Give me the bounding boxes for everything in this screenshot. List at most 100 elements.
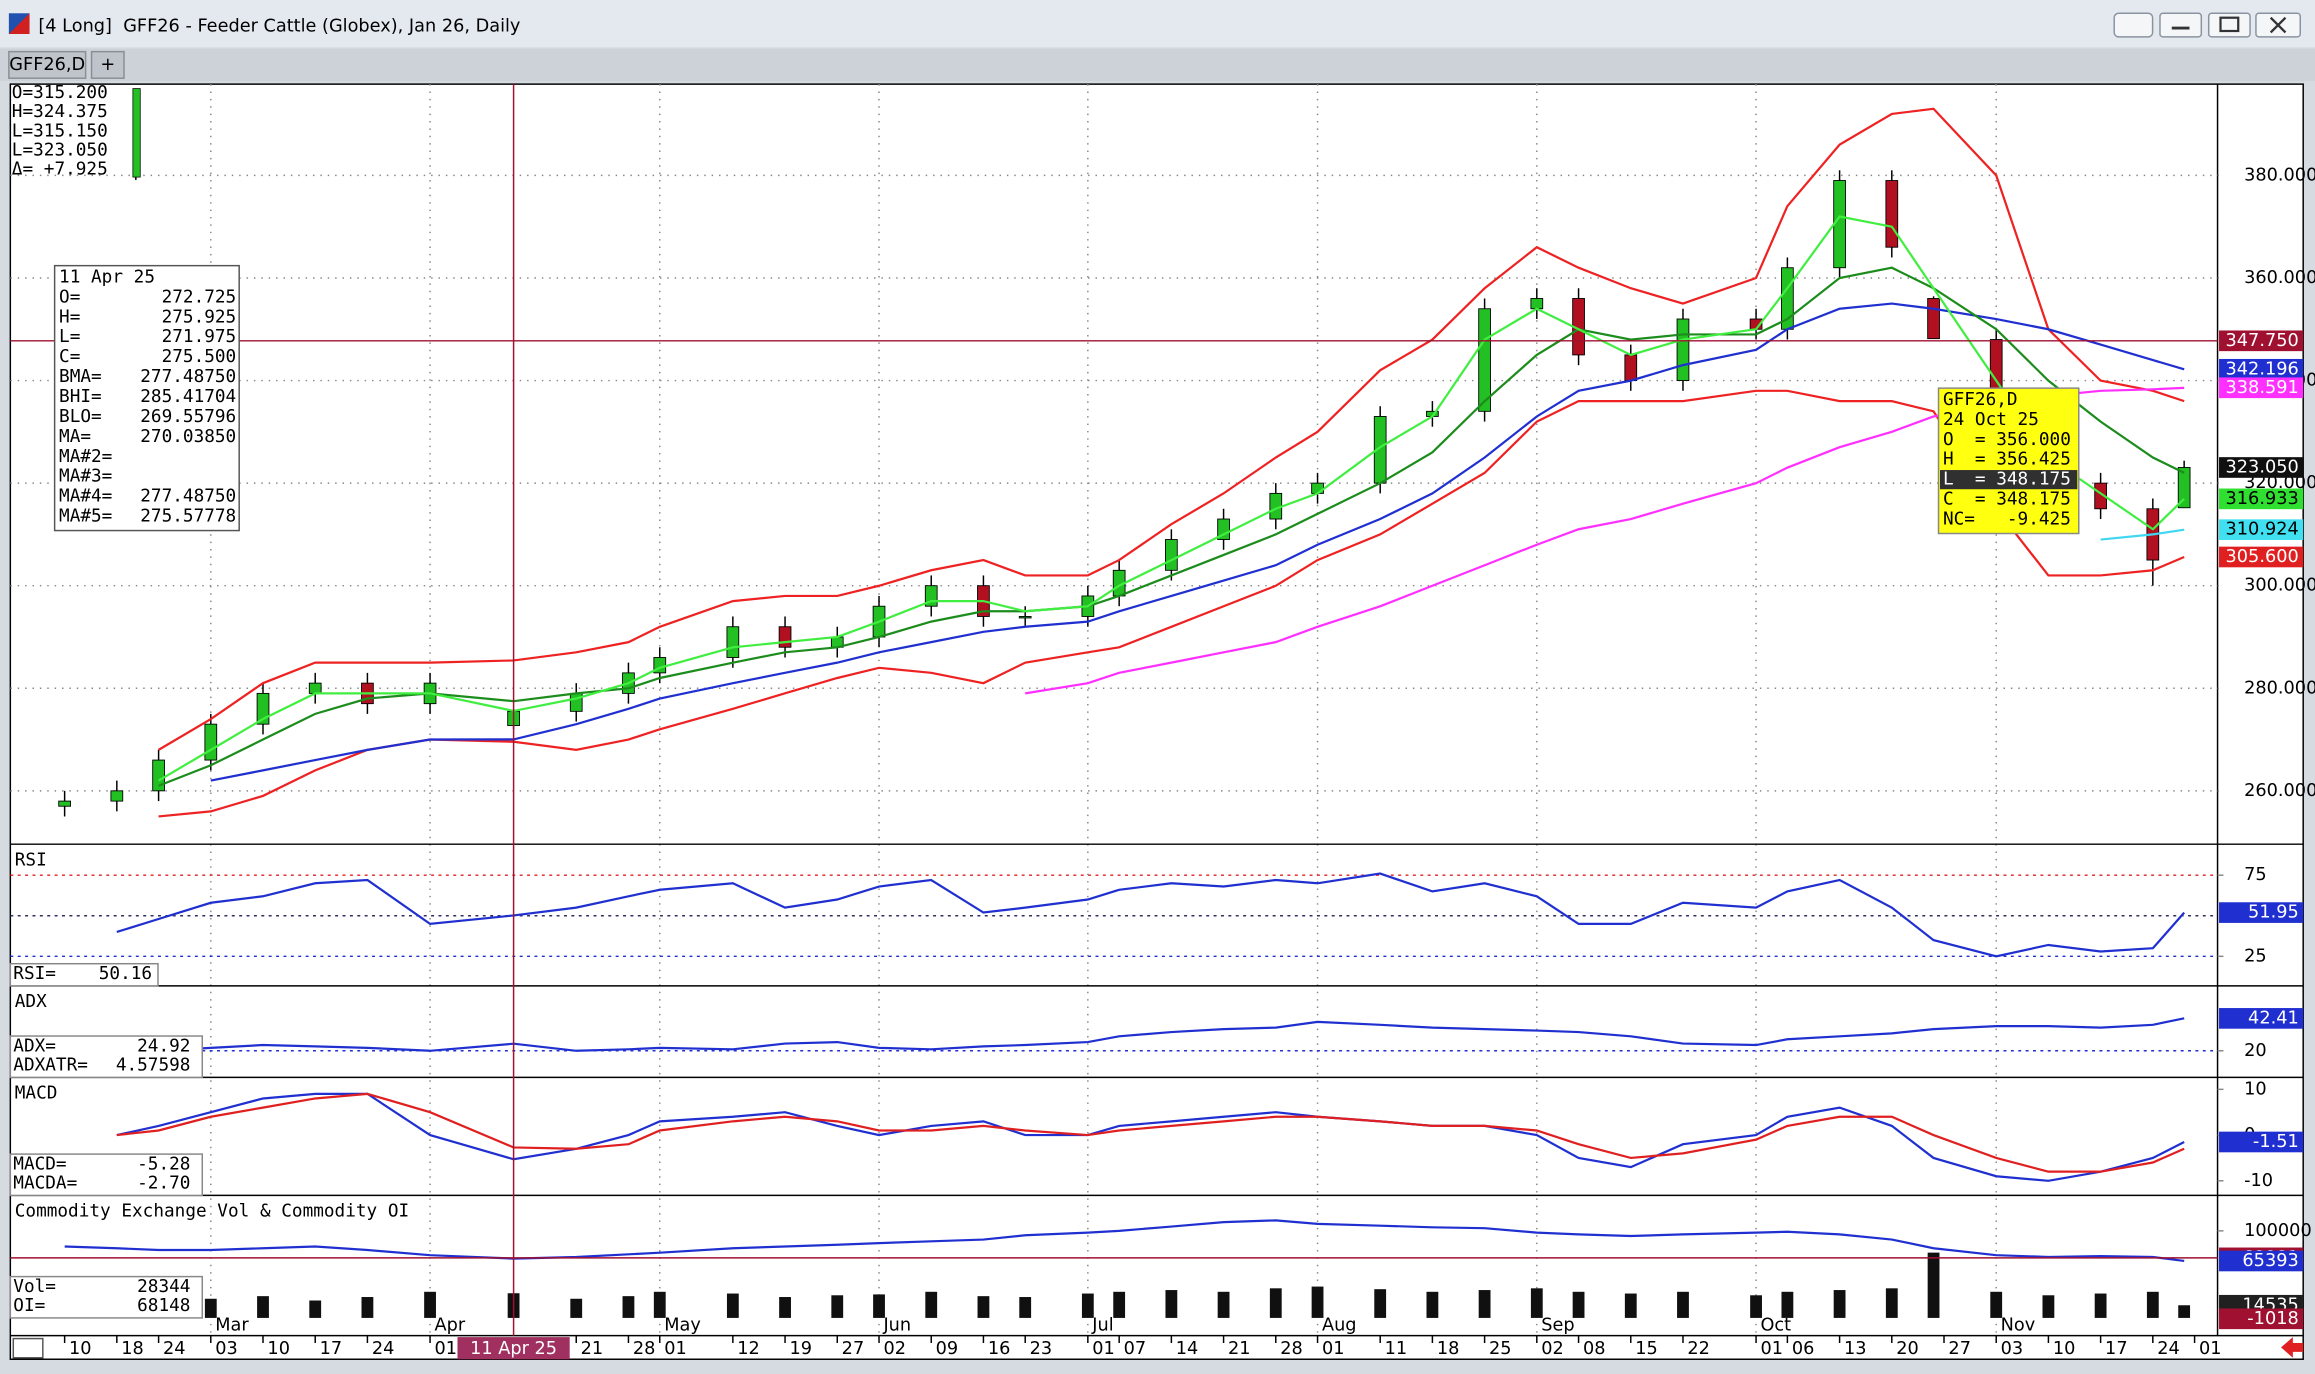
readout-box [9,1035,204,1079]
tooltip-row: L = 348.175 [1943,470,2071,490]
volume-bar [831,1295,844,1318]
x-tick-label: 28 [1280,1339,1303,1359]
data-window-label: MA= [59,427,91,447]
candle-body [924,585,938,607]
readout-value: 4.57598 [116,1056,191,1076]
data-window-value: 275.925 [162,307,237,327]
volume-bar [1269,1288,1282,1318]
x-tick-label: 24 [163,1339,186,1359]
x-tick-label: 14 [1176,1339,1199,1359]
ohlc-readout: L=323.050 [12,141,108,161]
y-tick-label: 20 [2244,1041,2267,1061]
data-window-label: C= [59,347,80,367]
axis-value-label: 338.591 [2226,378,2299,398]
candle-body [1676,318,1690,381]
data-window-value: 269.55796 [140,407,236,427]
month-label: Nov [2001,1315,2036,1335]
time-axis-box[interactable] [12,1337,44,1359]
maximize-icon [2219,16,2240,33]
month-label: Aug [1322,1315,1357,1335]
x-tick-label: 02 [883,1339,906,1359]
volume-bar [2094,1293,2107,1318]
y-tick-label: -10 [2244,1171,2273,1191]
maximize-button[interactable] [2207,12,2251,38]
x-tick-label: 10 [267,1339,290,1359]
axis-value-label: 65393 [2242,1251,2298,1271]
x-tick-label: 02 [1541,1339,1564,1359]
readout-value: -2.70 [137,1174,190,1194]
axis-value-label: 323.050 [2226,457,2299,477]
minimize-button[interactable] [2159,12,2203,38]
chart-tab[interactable] [8,50,87,79]
axis-value-box [2219,902,2304,923]
y-tick-label: 260.000 [2244,781,2315,801]
axis-value-box [2219,1250,2304,1272]
x-tick-label: 11 [1385,1339,1408,1359]
axis-value-box [2219,1008,2304,1029]
x-tick-label: 06 [1792,1339,1815,1359]
x-tick-label: 21 [1228,1339,1251,1359]
tooltip-row: H = 356.425 [1943,450,2071,470]
volume-bar [977,1296,990,1318]
y-tick-label: 300.000 [2244,576,2315,596]
x-tick-label: 21 [581,1339,604,1359]
data-window-value: 271.975 [162,327,237,347]
ohlc-readout: H=324.375 [12,102,108,122]
data-window-label: L= [59,327,80,347]
candle-body [1833,180,1846,269]
data-window-value: 275.57778 [140,507,236,527]
add-tab-button[interactable] [90,50,125,79]
crosshair-date: 11 Apr 25 [470,1339,557,1359]
x-tick-label: 27 [842,1339,865,1359]
readout-label: OI= [13,1296,45,1316]
volume-bar [1750,1295,1762,1318]
axis-value-box [2219,1308,2304,1330]
crosshair-date-box [457,1337,570,1360]
candle-body [1885,180,1899,248]
panel-title: Commodity Exchange Vol & Commodity OI [15,1202,409,1222]
volume-bar [1990,1291,2003,1318]
x-tick-label: 15 [1635,1339,1658,1359]
volume-bar [2146,1291,2159,1318]
scroll-arrow[interactable] [2281,1337,2304,1358]
x-tick-label: 03 [2001,1339,2024,1359]
chart-tab-label: GFF26,D [9,55,85,75]
readout-value: 50.16 [99,964,152,984]
readout-label: RSI= [13,964,56,984]
candle-body [726,626,740,658]
title-bar [0,0,2315,48]
tooltip-row: GFF26,D [1943,390,2018,410]
axis-value-box [2219,519,2304,541]
readout-label: MACD= [13,1154,66,1174]
data-window-label: MA#2= [59,447,112,467]
axis-value-label: 347.750 [2226,331,2299,351]
indicator-line [116,1092,2185,1182]
candle-body [58,800,71,807]
volume-bar [257,1296,269,1318]
axis-value-box [2219,377,2304,399]
x-tick-label: 01 [434,1339,457,1359]
volume-bar [1885,1288,1898,1318]
readout-value: -5.28 [137,1154,190,1174]
candle-body [1624,354,1638,381]
tooltip-row: C = 348.175 [1943,490,2071,510]
readout-label: ADXATR= [13,1056,88,1076]
indicator-line [210,302,2185,782]
tab-strip [0,48,2315,82]
readout-box [9,1153,204,1197]
tooltip-row: NC= -9.425 [1943,509,2071,529]
axis-value-label: 310.924 [2226,520,2299,540]
volume-bar [361,1297,374,1318]
last-bar-body [132,88,141,178]
y-tick-label: 360.000 [2244,268,2315,288]
tooltip-row: 24 Oct 25 [1943,410,2039,430]
volume-bar [2042,1295,2055,1318]
data-window-value: 277.48750 [140,487,236,507]
x-tick-label: 01 [1760,1339,1783,1359]
link-button[interactable] [2113,12,2154,38]
volume-bar [1113,1291,1126,1318]
volume-bar [1624,1293,1637,1318]
indicator-line [116,1017,2185,1055]
candle-body [308,682,322,694]
